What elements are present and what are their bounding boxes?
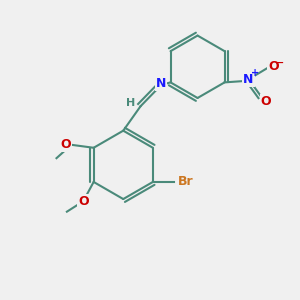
Text: O: O [61, 138, 71, 151]
Text: O: O [78, 195, 88, 208]
Text: N: N [243, 73, 254, 86]
Text: O: O [261, 94, 272, 108]
Text: N: N [156, 77, 166, 90]
Text: +: + [251, 68, 260, 78]
Text: −: − [274, 58, 284, 68]
Text: Br: Br [178, 176, 194, 188]
Text: O: O [268, 60, 279, 74]
Text: H: H [126, 98, 136, 108]
